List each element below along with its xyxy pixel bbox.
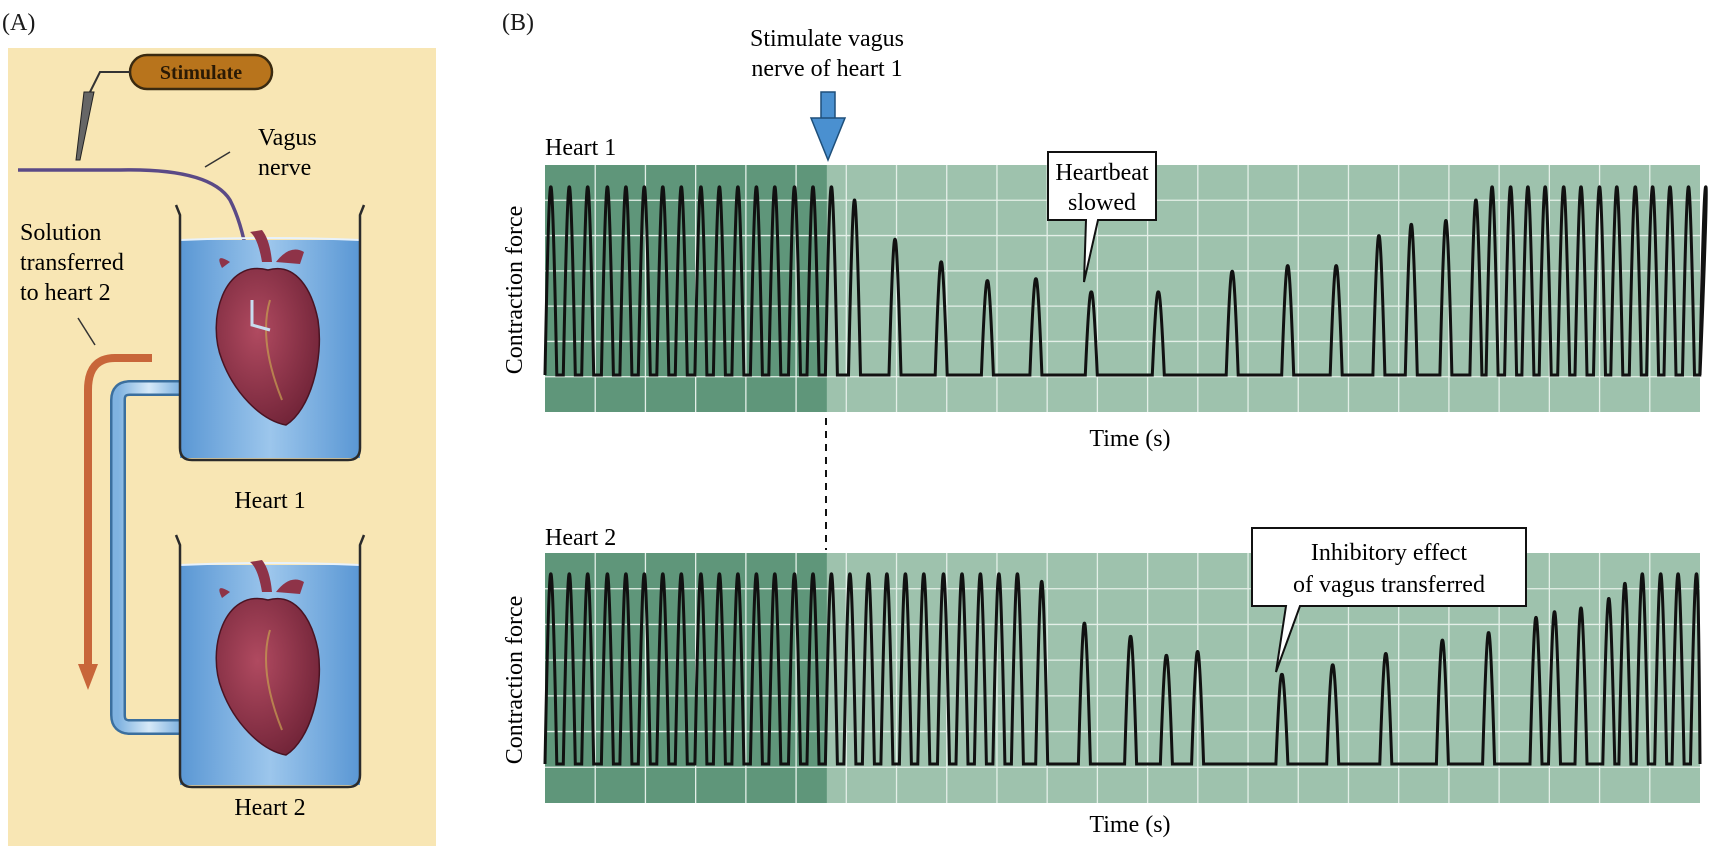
solution-label-2: transferred bbox=[20, 250, 124, 276]
heart-2-label: Heart 2 bbox=[234, 795, 305, 821]
stimulate-label: Stimulate bbox=[160, 62, 242, 84]
panel-b-label: (B) bbox=[502, 10, 534, 36]
flow-arrow-head bbox=[78, 664, 98, 690]
panel-a-illustration: Stimulate Vagus nerve Solution transferr… bbox=[8, 48, 436, 846]
heart-2-trace bbox=[543, 572, 1702, 766]
heart-1-callout: Heartbeat slowed bbox=[1047, 151, 1157, 283]
solution-leader-line bbox=[77, 317, 96, 346]
stimulus-label-1: Stimulate vagus bbox=[750, 26, 904, 52]
heart-1-callout-line-2: slowed bbox=[1068, 190, 1136, 216]
stimulus-arrow bbox=[809, 91, 847, 162]
heart-2-xlabel: Time (s) bbox=[1089, 812, 1170, 838]
heart-1-callout-line-1: Heartbeat bbox=[1055, 160, 1149, 186]
heart-1-xlabel: Time (s) bbox=[1089, 426, 1170, 452]
heart-1-label: Heart 1 bbox=[234, 488, 305, 514]
transfer-tube bbox=[112, 382, 180, 733]
heart-2-callout-line-1: Inhibitory effect bbox=[1311, 540, 1467, 566]
heart-1-title: Heart 1 bbox=[545, 135, 616, 161]
vagus-label-2: nerve bbox=[258, 155, 311, 181]
beaker-heart-1 bbox=[174, 204, 366, 462]
heart-2-callout-line-2: of vagus transferred bbox=[1293, 572, 1485, 598]
heart-1-ylabel: Contraction force bbox=[502, 206, 528, 375]
heart-1-trace bbox=[543, 185, 1708, 377]
beaker-heart-2 bbox=[174, 534, 366, 789]
nerve-on-heart bbox=[250, 300, 271, 332]
heart-2-icon bbox=[215, 560, 321, 756]
electrode-probe bbox=[75, 91, 95, 161]
electrode-wire bbox=[89, 71, 130, 93]
heart-2-ylabel: Contraction force bbox=[502, 596, 528, 765]
flow-arrow-shaft bbox=[84, 354, 152, 668]
vagus-label-1: Vagus bbox=[258, 125, 317, 151]
heart-2-callout: Inhibitory effect of vagus transferred bbox=[1251, 527, 1527, 673]
heart-2-title: Heart 2 bbox=[545, 525, 616, 551]
stimulate-button: Stimulate bbox=[128, 53, 274, 91]
panel-a-label: (A) bbox=[2, 10, 36, 36]
stimulus-label-2: nerve of heart 1 bbox=[751, 56, 902, 82]
solution-label-3: to heart 2 bbox=[20, 280, 111, 306]
solution-label-1: Solution bbox=[20, 220, 101, 246]
heart-1-icon bbox=[215, 230, 321, 426]
vagus-leader-line bbox=[204, 151, 231, 168]
